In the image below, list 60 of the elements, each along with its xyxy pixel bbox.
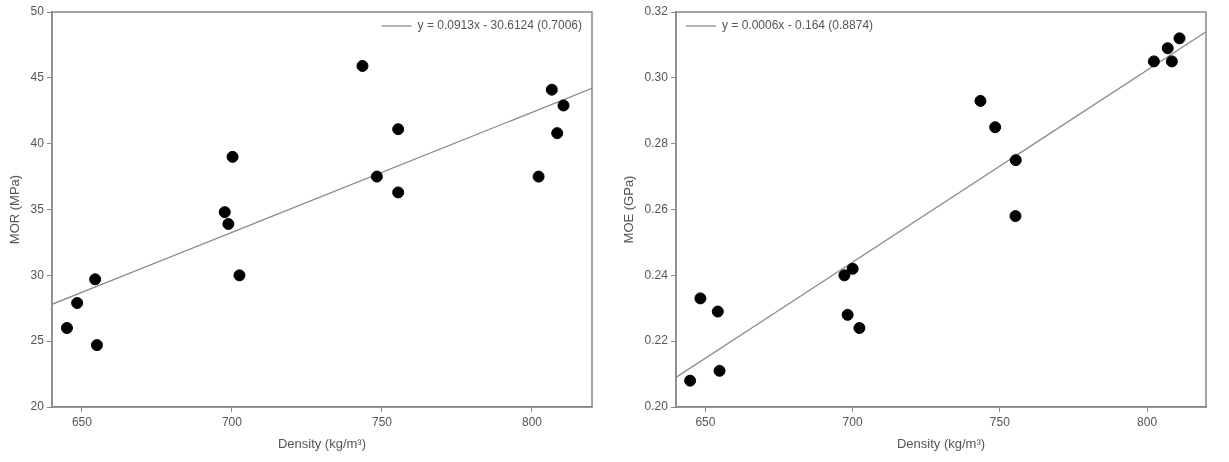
- y-tick-label: 25: [30, 333, 45, 348]
- y-tick-label: 45: [30, 70, 45, 85]
- y-axis-title: MOR (MPa): [7, 174, 23, 245]
- point: [846, 262, 859, 275]
- point: [713, 364, 726, 377]
- point: [226, 150, 239, 163]
- point: [233, 269, 246, 282]
- point: [1173, 32, 1186, 45]
- y-tick-label: 0.22: [644, 333, 669, 348]
- point: [392, 186, 405, 199]
- x-tick-label: 750: [371, 414, 393, 429]
- point: [1147, 55, 1160, 68]
- point: [711, 305, 724, 318]
- y-tick-label: 0.30: [644, 70, 669, 85]
- x-tick-label: 650: [71, 414, 93, 429]
- y-tick-label: 0.32: [644, 4, 669, 19]
- y-tick-label: 40: [30, 135, 45, 150]
- x-tick-label: 650: [695, 414, 716, 429]
- point: [694, 292, 707, 305]
- y-tick-label: 20: [30, 399, 45, 414]
- legend-label: y = 0.0006x - 0.164 (0.8874): [721, 18, 874, 33]
- point: [684, 374, 697, 387]
- x-tick-label: 800: [521, 414, 543, 429]
- point: [989, 121, 1002, 134]
- point: [392, 123, 405, 136]
- point: [89, 273, 102, 286]
- x-axis-title: Density (kg/m³): [277, 435, 367, 451]
- point: [551, 127, 564, 140]
- point: [841, 308, 854, 321]
- point: [370, 170, 383, 183]
- y-tick-label: 35: [30, 201, 45, 216]
- point: [222, 217, 235, 230]
- legend-label: y = 0.0913x - 30.6124 (0.7006): [417, 18, 582, 33]
- y-tick-label: 0.26: [644, 201, 669, 216]
- point: [974, 94, 987, 107]
- point: [356, 59, 369, 72]
- y-tick-label: 0.24: [644, 267, 669, 282]
- y-tick-label: 50: [30, 4, 45, 19]
- point: [853, 322, 866, 334]
- point: [1009, 210, 1022, 223]
- point: [218, 206, 231, 219]
- y-tick-label: 0.28: [644, 135, 669, 150]
- x-axis-title: Density (kg/m³): [896, 435, 986, 451]
- point: [1161, 42, 1174, 55]
- y-axis-title: MOE (GPa): [621, 175, 637, 244]
- x-tick-label: 750: [989, 414, 1011, 429]
- y-tick-label: 30: [30, 267, 45, 282]
- x-tick-label: 800: [1137, 414, 1158, 429]
- y-tick-label: 0.20: [644, 399, 669, 414]
- x-tick-label: 700: [842, 414, 863, 429]
- point: [557, 99, 570, 112]
- point: [545, 83, 558, 96]
- point: [90, 339, 103, 352]
- point: [71, 296, 84, 309]
- x-tick-label: 700: [221, 414, 243, 429]
- point: [1165, 55, 1178, 68]
- point: [838, 269, 851, 282]
- point: [60, 322, 73, 334]
- point: [1009, 154, 1022, 167]
- point: [532, 170, 545, 183]
